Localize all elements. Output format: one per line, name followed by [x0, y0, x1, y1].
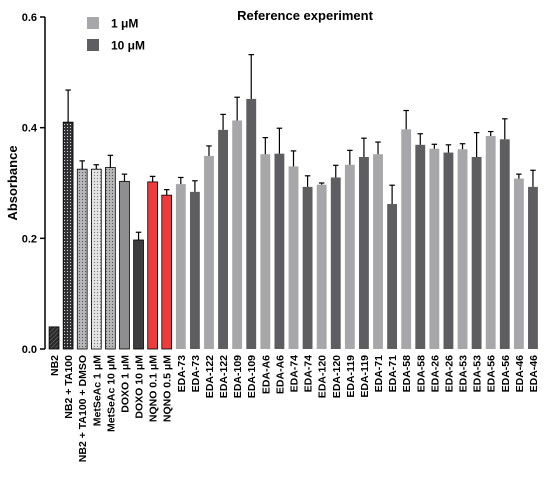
x-tick-label: EDA-58 — [415, 355, 427, 393]
bar — [119, 180, 130, 350]
x-tick-label: EDA-74 — [303, 355, 315, 393]
x-tick-label: EDA-122 — [204, 355, 216, 398]
legend-swatch — [87, 17, 99, 29]
bar — [499, 139, 510, 349]
x-tick-label: NB2 + TA100 + DMSO — [77, 355, 89, 462]
x-tick-label: EDA-56 — [500, 355, 512, 393]
x-tick-label: EDA-46 — [528, 355, 540, 393]
bar — [302, 186, 313, 349]
bar — [105, 167, 116, 350]
x-tick-label: EDA-120 — [317, 355, 329, 398]
bar — [147, 181, 158, 350]
x-tick-label: EDA-73 — [176, 355, 188, 393]
x-tick-label: EDA-122 — [218, 355, 230, 398]
y-axis: 0.0 0.2 0.4 0.6 — [22, 12, 46, 356]
bar — [48, 326, 60, 350]
bar — [344, 164, 355, 349]
bar — [288, 166, 299, 349]
bar — [175, 184, 186, 349]
x-tick-label: MetSeAc 10 μM — [105, 355, 117, 432]
x-tick-label: EDA-120 — [331, 355, 343, 398]
x-tick-label: EDA-73 — [190, 355, 202, 393]
x-tick-label: EDA-A6 — [274, 355, 286, 394]
x-tick-label: EDA-58 — [401, 355, 413, 393]
x-tick-label: NB2 — [49, 355, 61, 376]
bar — [443, 152, 454, 349]
x-tick-label: NB2 + TA100 — [63, 355, 75, 419]
bar — [316, 184, 327, 349]
x-tick-label: EDA-26 — [443, 355, 455, 393]
bar — [274, 153, 285, 349]
bar — [387, 204, 398, 349]
legend: 1 μM 10 μM — [87, 17, 145, 53]
bar — [429, 148, 440, 349]
bar — [471, 156, 482, 349]
x-tick-label: NQNO 0.1 μM — [148, 355, 160, 422]
x-tick-label: EDA-74 — [289, 355, 301, 393]
x-tick-label: EDA-71 — [373, 355, 385, 393]
x-tick-label: EDA-71 — [387, 355, 399, 393]
bar — [189, 191, 200, 349]
y-tick-label: 0.2 — [22, 233, 37, 245]
bar — [373, 154, 383, 349]
bar — [62, 121, 74, 350]
y-tick-label: 0.0 — [22, 344, 37, 356]
y-tick-label: 0.4 — [22, 123, 38, 135]
legend-swatch — [87, 39, 99, 51]
bar — [330, 177, 341, 349]
x-tick-label: MetSeAc 1 μM — [91, 355, 103, 426]
bar — [457, 149, 468, 349]
x-tick-label: DOXO 1 μM — [119, 355, 131, 413]
bar — [415, 144, 426, 349]
bar — [485, 135, 496, 349]
bar — [232, 120, 243, 350]
x-tick-label: EDA-A6 — [260, 355, 272, 394]
x-tick-label: EDA-56 — [486, 355, 498, 393]
x-tick-label: EDA-119 — [359, 355, 371, 398]
x-axis-labels: NB2 NB2 + TA100 NB2 + TA100 + DMSO MetSeAc … — [49, 355, 540, 462]
x-tick-label: EDA-53 — [458, 355, 470, 393]
bar — [401, 129, 412, 349]
x-tick-label: EDA-53 — [472, 355, 484, 393]
x-tick-label: EDA-46 — [514, 355, 526, 393]
bar — [260, 154, 271, 349]
bar — [90, 168, 102, 350]
bars — [48, 54, 538, 350]
x-tick-label: EDA-119 — [345, 355, 357, 398]
legend-label: 10 μM — [111, 39, 145, 53]
bar — [133, 239, 144, 350]
bar — [358, 156, 369, 349]
x-tick-label: NQNO 0.5 μM — [162, 355, 174, 422]
x-tick-label: EDA-109 — [232, 355, 244, 398]
bar — [246, 98, 257, 349]
x-tick-label: EDA-109 — [246, 355, 258, 398]
y-axis-title: Absorbance — [5, 145, 20, 220]
bar — [528, 186, 538, 349]
bar — [161, 194, 173, 350]
x-tick-label: EDA-26 — [429, 355, 441, 393]
bar — [218, 129, 229, 349]
y-tick-label: 0.6 — [22, 12, 37, 24]
chart-title: Reference experiment — [237, 8, 374, 23]
bar — [204, 155, 214, 349]
x-tick-label: DOXO 10 μM — [134, 355, 146, 419]
legend-label: 1 μM — [111, 17, 138, 31]
bar — [513, 178, 524, 349]
bar — [76, 168, 88, 350]
